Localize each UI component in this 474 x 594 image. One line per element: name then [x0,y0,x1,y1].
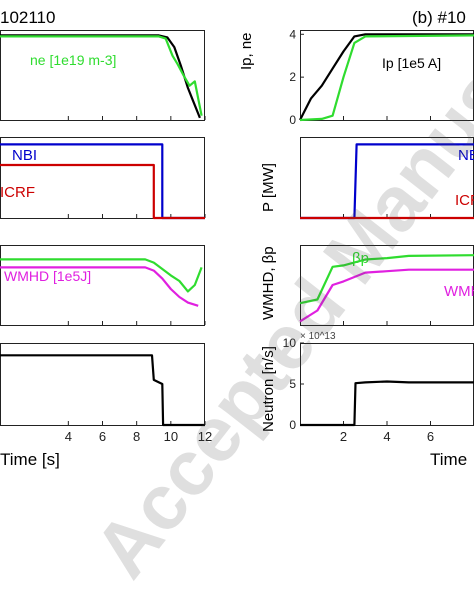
xtick-label-1-0: 2 [340,429,347,444]
series-0-2-0 [0,258,203,293]
series-1-1-0 [300,143,474,220]
ytick-label-1-3-2: 10 [283,336,297,350]
panel-frame-1-1 [300,137,474,219]
series-0-2-1 [0,266,199,307]
xtick-label-1-2: 6 [427,429,434,444]
series-1-2-1 [299,268,474,323]
series-0-3-0 [0,354,205,427]
xtick-label-0-3: 10 [164,429,178,444]
series-0-1-1 [0,163,205,220]
series-1-0-1 [299,34,474,122]
panel-frame-0-1 [0,137,205,219]
figure: 4 6 8 10 12 0 2 4 0 5 10 2 4 6 [0,27,474,444]
panel-frame-1-3 [300,343,474,426]
series-0-1-0 [0,143,205,220]
panel-frame-1-0 [300,30,474,121]
panel-frame-0-3 [0,343,205,426]
ytick-label-1-0-2: 4 [289,27,296,41]
xtick-label-1-1: 4 [383,429,390,444]
xtick-label-0-0: 4 [65,429,72,444]
series-0-0-1 [0,35,203,116]
ytick-label-1-0-0: 0 [289,113,296,127]
ytick-label-1-3-1: 5 [289,377,296,391]
ytick-label-1-3-0: 0 [289,418,296,432]
ytick-label-1-0-1: 2 [289,70,296,84]
panel-frame-0-0 [0,30,205,121]
panel-frame-0-2 [0,245,205,326]
xtick-label-0-4: 12 [198,429,212,444]
series-1-3-0 [300,380,474,427]
xtick-label-0-1: 6 [99,429,106,444]
xtick-label-0-2: 8 [133,429,140,444]
series-1-0-0 [299,33,474,121]
series-1-2-0 [299,254,474,305]
